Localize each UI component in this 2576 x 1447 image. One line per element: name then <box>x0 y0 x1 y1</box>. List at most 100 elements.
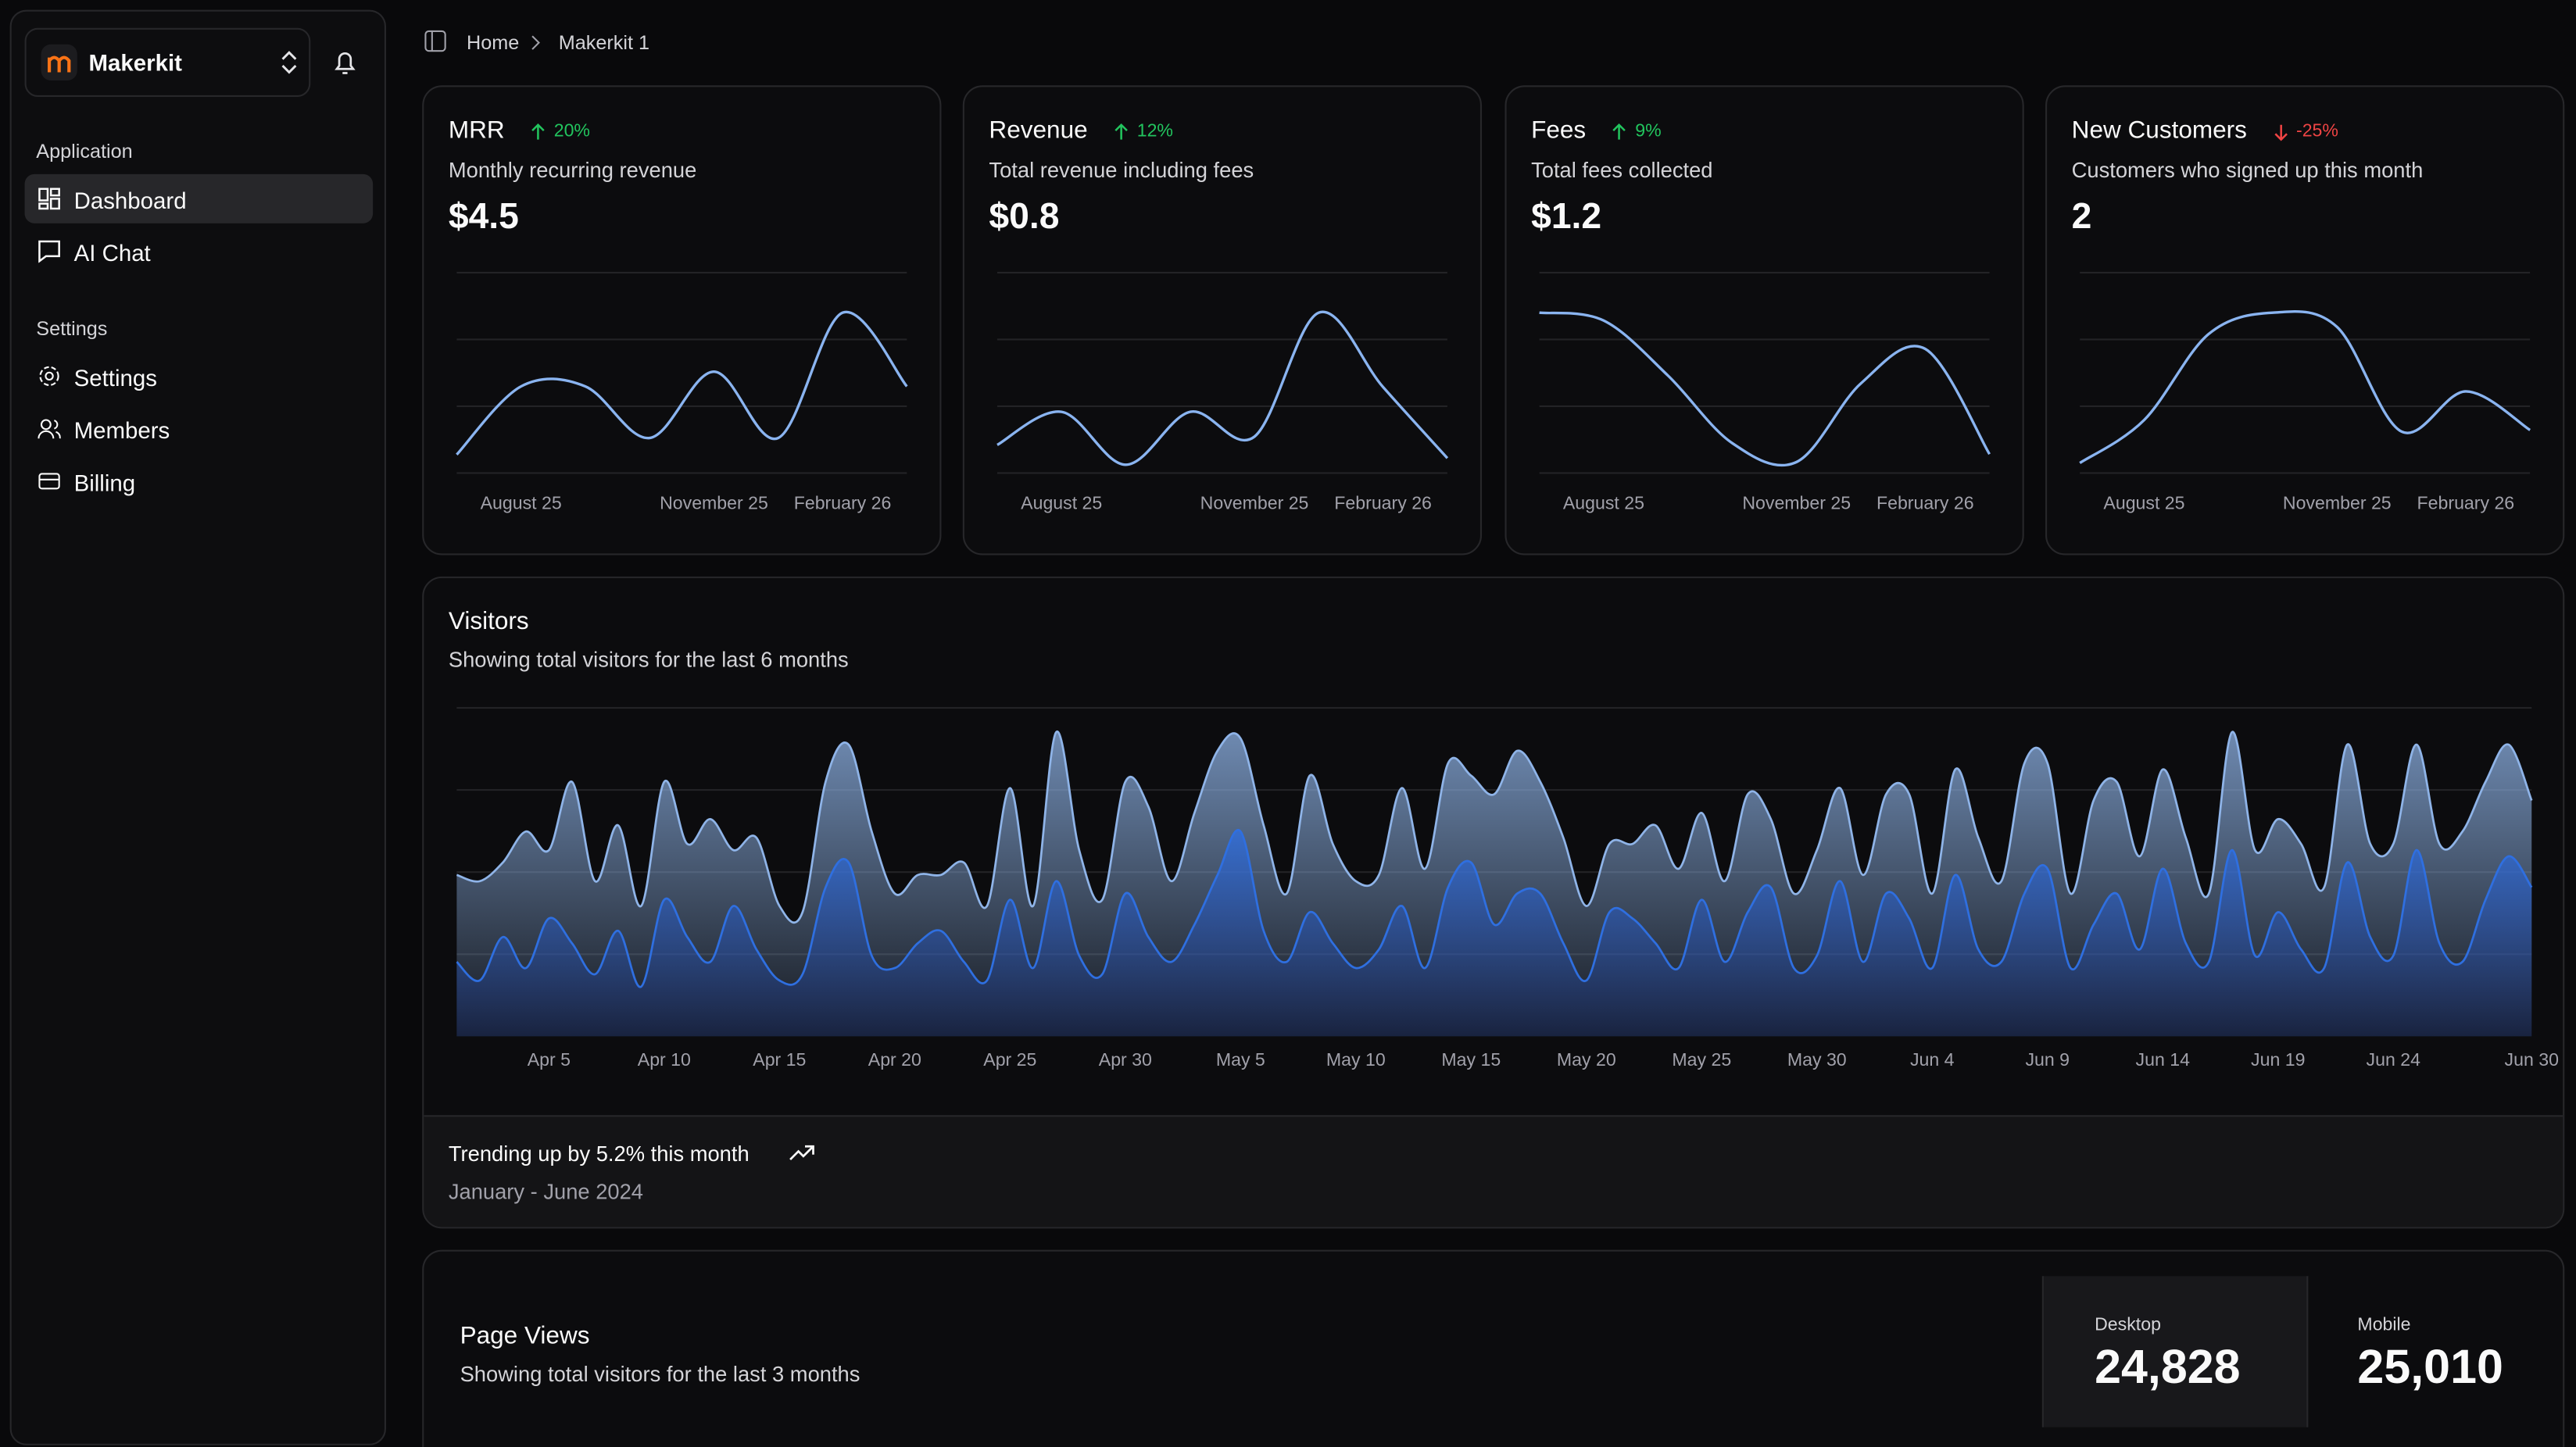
card-value: $4.5 <box>448 195 519 237</box>
x-tick-label: Jun 24 <box>2367 1049 2421 1070</box>
x-tick-label: Jun 4 <box>1910 1049 1955 1070</box>
card-description: Monthly recurring revenue <box>448 157 697 183</box>
nav-item[interactable]: Members <box>25 404 374 453</box>
kpi-card: New Customers -25% Customers who signed up… <box>2045 85 2565 556</box>
x-tick-label: May 5 <box>1216 1049 1265 1070</box>
stat-value: 25,010 <box>2357 1342 2503 1395</box>
kpi-card: MRR 20% Monthly recurring revenue $4.5 Augus… <box>422 85 942 556</box>
x-tick-label: May 25 <box>1672 1049 1731 1070</box>
x-tick-label: November 25 <box>2283 493 2392 513</box>
line <box>456 828 2533 988</box>
stat-label: Mobile <box>2357 1315 2411 1335</box>
card-subtitle: Showing total visitors for the last 3 mo… <box>460 1361 860 1387</box>
page-views-card: Page Views Showing total visitors for th… <box>422 1249 2565 1447</box>
change-badge: -25% <box>2295 121 2338 141</box>
x-tick-label: Apr 30 <box>1099 1049 1152 1070</box>
change-badge: 12% <box>1136 121 1174 141</box>
x-tick-label: May 10 <box>1326 1049 1386 1070</box>
icon <box>38 188 60 210</box>
stat-value: 24,828 <box>2095 1342 2241 1395</box>
x-tick-label: November 25 <box>1742 493 1851 513</box>
arrow <box>1114 123 1128 140</box>
line <box>1539 311 1991 467</box>
x-tick-label: Jun 19 <box>2251 1049 2305 1070</box>
x-tick-label: August 25 <box>1021 493 1102 513</box>
nav-item[interactable]: Dashboard <box>24 173 374 223</box>
area <box>456 830 2532 1037</box>
x-tick-label: Jun 30 <box>2505 1049 2559 1070</box>
arrow <box>531 123 545 140</box>
card-description: Total fees collected <box>1531 157 1713 183</box>
nav-item[interactable]: AI Chat <box>25 227 374 276</box>
x-tick-label: November 25 <box>660 493 768 513</box>
card-value: 2 <box>2071 195 2092 237</box>
card-footer: Trending up by 5.2% this month January -… <box>424 1115 2563 1227</box>
card-title: Page Views <box>460 1322 590 1350</box>
arrow <box>1613 123 1626 140</box>
x-tick-label: Apr 10 <box>638 1049 691 1070</box>
brand: Makerkit <box>88 49 182 76</box>
nav-label: Members <box>73 416 170 444</box>
group-label: Application <box>36 139 133 163</box>
change-badge: 9% <box>1635 121 1662 141</box>
card-title: Visitors <box>448 607 529 636</box>
x-tick-label: Jun 9 <box>2025 1049 2070 1070</box>
kpi-card: Revenue 12% Total revenue including fees $0… <box>962 85 1483 556</box>
x-tick-label: Apr 20 <box>868 1049 921 1070</box>
sidebar: Makerkit Application Dashboard AI Chat S… <box>9 9 386 1445</box>
kpi-card: Fees 9% Total fees collected $1.2 August 25 N… <box>1504 85 2024 556</box>
trend-arrow <box>1114 123 1128 140</box>
icon <box>38 240 60 263</box>
icon <box>39 366 59 386</box>
card-title: MRR <box>448 116 505 145</box>
x-tick-label: May 15 <box>1441 1049 1501 1070</box>
trend-arrow <box>2274 124 2288 141</box>
mini-chart: August 25 November 25 February 26 <box>2079 271 2531 513</box>
nav-label: Dashboard <box>73 187 187 214</box>
card-subtitle: Showing total visitors for the last 6 mo… <box>448 647 849 672</box>
visitors-chart: Apr 5 Apr 10 Apr 15 Apr 20 Apr 25 Apr 30 May 5… <box>456 706 2559 1070</box>
breadcrumb-separator <box>531 35 540 50</box>
line <box>456 310 908 456</box>
nav-item[interactable]: Billing <box>25 456 374 506</box>
notifications[interactable] <box>332 48 359 77</box>
x-tick-label: August 25 <box>1563 493 1644 513</box>
breadcrumb-link[interactable]: Home <box>466 30 520 55</box>
x-tick-label: August 25 <box>2103 493 2184 513</box>
stat-tab[interactable]: Mobile 25,010 <box>2306 1276 2563 1427</box>
stat-tab[interactable]: Desktop 24,828 <box>2041 1276 2309 1427</box>
line <box>2079 310 2531 464</box>
stat-label: Desktop <box>2095 1315 2161 1335</box>
x-tick-label: Jun 14 <box>2136 1049 2191 1070</box>
mini-chart: August 25 November 25 February 26 <box>1539 271 1991 513</box>
x-tick-label: February 26 <box>1877 493 1974 513</box>
x-tick-label: Apr 15 <box>753 1049 806 1070</box>
x-tick-label: Apr 25 <box>983 1049 1036 1070</box>
logo-mark <box>47 55 71 73</box>
card-description: Total revenue including fees <box>989 157 1254 183</box>
team-selector[interactable]: Makerkit <box>24 27 311 98</box>
x-tick-label: November 25 <box>1200 493 1309 513</box>
trend-period: January - June 2024 <box>448 1179 644 1204</box>
icon <box>38 473 60 490</box>
nav-label: Settings <box>73 364 157 391</box>
trend-arrow <box>1613 123 1626 140</box>
visitors-card: Visitors Showing total visitors for the … <box>422 576 2565 1229</box>
x-tick-label: August 25 <box>481 493 562 513</box>
trend-icon <box>789 1145 814 1161</box>
icon <box>38 419 61 439</box>
x-tick-label: February 26 <box>794 493 892 513</box>
change-badge: 20% <box>553 121 591 141</box>
chevrons <box>281 51 297 74</box>
x-tick-label: Apr 5 <box>528 1049 571 1070</box>
card-title: New Customers <box>2071 116 2247 145</box>
card-title: Fees <box>1531 116 1587 145</box>
mini-chart: August 25 November 25 February 26 <box>456 271 908 513</box>
card-value: $0.8 <box>989 195 1060 237</box>
card-value: $1.2 <box>1531 195 1602 237</box>
sidebar-toggle[interactable] <box>424 30 449 55</box>
nav-item[interactable]: Settings <box>25 352 374 401</box>
mini-chart: August 25 November 25 February 26 <box>996 271 1449 513</box>
